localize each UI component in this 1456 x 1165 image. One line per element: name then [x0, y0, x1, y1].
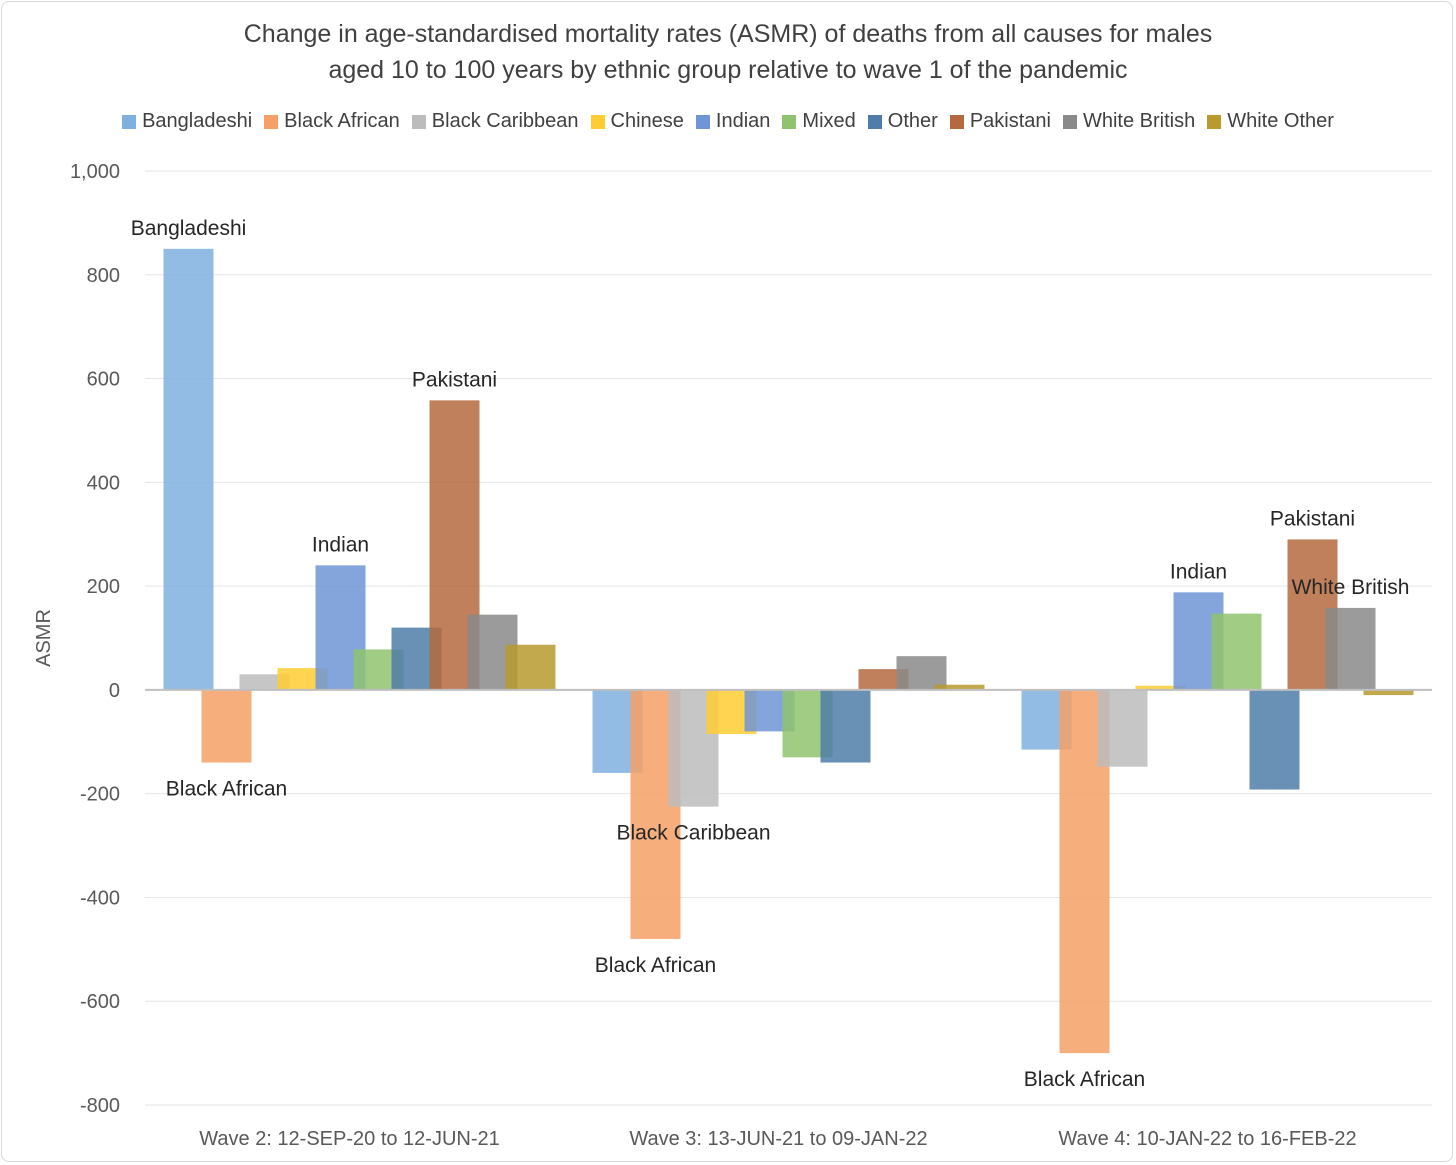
- legend-item-2: Black Caribbean: [411, 110, 579, 133]
- legend-label: Mixed: [802, 110, 856, 132]
- legend-label: Chinese: [610, 110, 684, 132]
- data-label: White British: [1292, 576, 1410, 599]
- x-tick-label: Wave 4: 10-JAN-22 to 16-FEB-22: [1058, 1128, 1356, 1150]
- data-label: Black African: [1024, 1068, 1145, 1091]
- legend-item-0: Bangladeshi: [122, 110, 252, 133]
- bar-mixed: [1211, 613, 1262, 690]
- chart-legend: Bangladeshi Black African Black Caribbean C…: [0, 110, 1456, 133]
- legend-label: Indian: [715, 110, 771, 132]
- legend-swatch: [695, 114, 710, 129]
- bar-bangladeshi: [163, 248, 214, 690]
- x-tick-label: Wave 2: 12-SEP-20 to 12-JUN-21: [199, 1128, 500, 1150]
- bar-white-other: [1363, 689, 1414, 696]
- data-label: Black Caribbean: [616, 822, 770, 845]
- legend-item-9: White Other: [1207, 110, 1334, 133]
- legend-item-5: Mixed: [782, 110, 856, 133]
- legend-label: Pakistani: [969, 110, 1051, 132]
- y-tick-label: 800: [87, 265, 120, 287]
- y-tick-label: 400: [87, 472, 120, 494]
- bar-white-british: [1325, 607, 1376, 690]
- y-tick-label: 200: [87, 576, 120, 598]
- legend-item-8: White British: [1062, 110, 1196, 133]
- bar-other: [820, 689, 871, 763]
- legend-label: Black African: [284, 110, 400, 132]
- chart-title-line-2: aged 10 to 100 years by ethnic group rel…: [328, 56, 1128, 84]
- legend-swatch: [1207, 114, 1222, 129]
- data-label: Indian: [312, 533, 369, 556]
- data-label: Indian: [1170, 560, 1227, 583]
- y-tick-label: 0: [109, 680, 120, 702]
- data-label: Bangladeshi: [131, 217, 247, 240]
- x-tick-label: Wave 3: 13-JUN-21 to 09-JAN-22: [629, 1128, 927, 1150]
- legend-swatch: [867, 114, 882, 129]
- data-label: Black African: [166, 778, 287, 801]
- y-axis-label: ASMR: [33, 609, 55, 667]
- bar-white-other: [934, 684, 985, 690]
- y-tick-label: -800: [80, 1095, 120, 1117]
- y-tick-label: -600: [80, 991, 120, 1013]
- bar-chinese: [277, 668, 328, 690]
- y-tick-label: -400: [80, 887, 120, 909]
- legend-item-4: Indian: [695, 110, 771, 133]
- bar-black-caribbean: [239, 674, 290, 690]
- legend-label: Black Caribbean: [431, 110, 579, 132]
- data-label: Pakistani: [1270, 507, 1355, 530]
- legend-swatch: [949, 114, 964, 129]
- legend-label: White British: [1082, 110, 1196, 132]
- bar-pakistani: [858, 669, 909, 690]
- data-label: Pakistani: [412, 368, 497, 391]
- legend-item-7: Pakistani: [949, 110, 1051, 133]
- legend-item-6: Other: [867, 110, 938, 133]
- legend-label: Other: [887, 110, 938, 132]
- legend-label: White Other: [1227, 110, 1334, 132]
- legend-swatch: [782, 114, 797, 129]
- legend-label: Bangladeshi: [142, 110, 253, 132]
- legend-swatch: [411, 114, 426, 129]
- bar-other: [1249, 689, 1300, 790]
- bar-white-british: [896, 656, 947, 690]
- bar-chinese: [1135, 685, 1186, 690]
- chart-title: Change in age-standardised mortality rat…: [0, 16, 1456, 88]
- bar-black-caribbean: [1097, 689, 1148, 767]
- bar-white-other: [505, 644, 556, 690]
- legend-swatch: [122, 114, 137, 129]
- data-label: Black African: [595, 954, 716, 977]
- legend-item-1: Black African: [264, 110, 400, 133]
- legend-swatch: [264, 114, 279, 129]
- bar-black-african: [201, 689, 252, 763]
- chart-title-line-1: Change in age-standardised mortality rat…: [243, 20, 1213, 48]
- y-tick-label: 600: [87, 369, 120, 391]
- legend-item-3: Chinese: [590, 110, 684, 133]
- y-tick-label: 1,000: [70, 161, 120, 183]
- y-tick-label: -200: [80, 784, 120, 806]
- legend-swatch: [590, 114, 605, 129]
- legend-swatch: [1062, 114, 1077, 129]
